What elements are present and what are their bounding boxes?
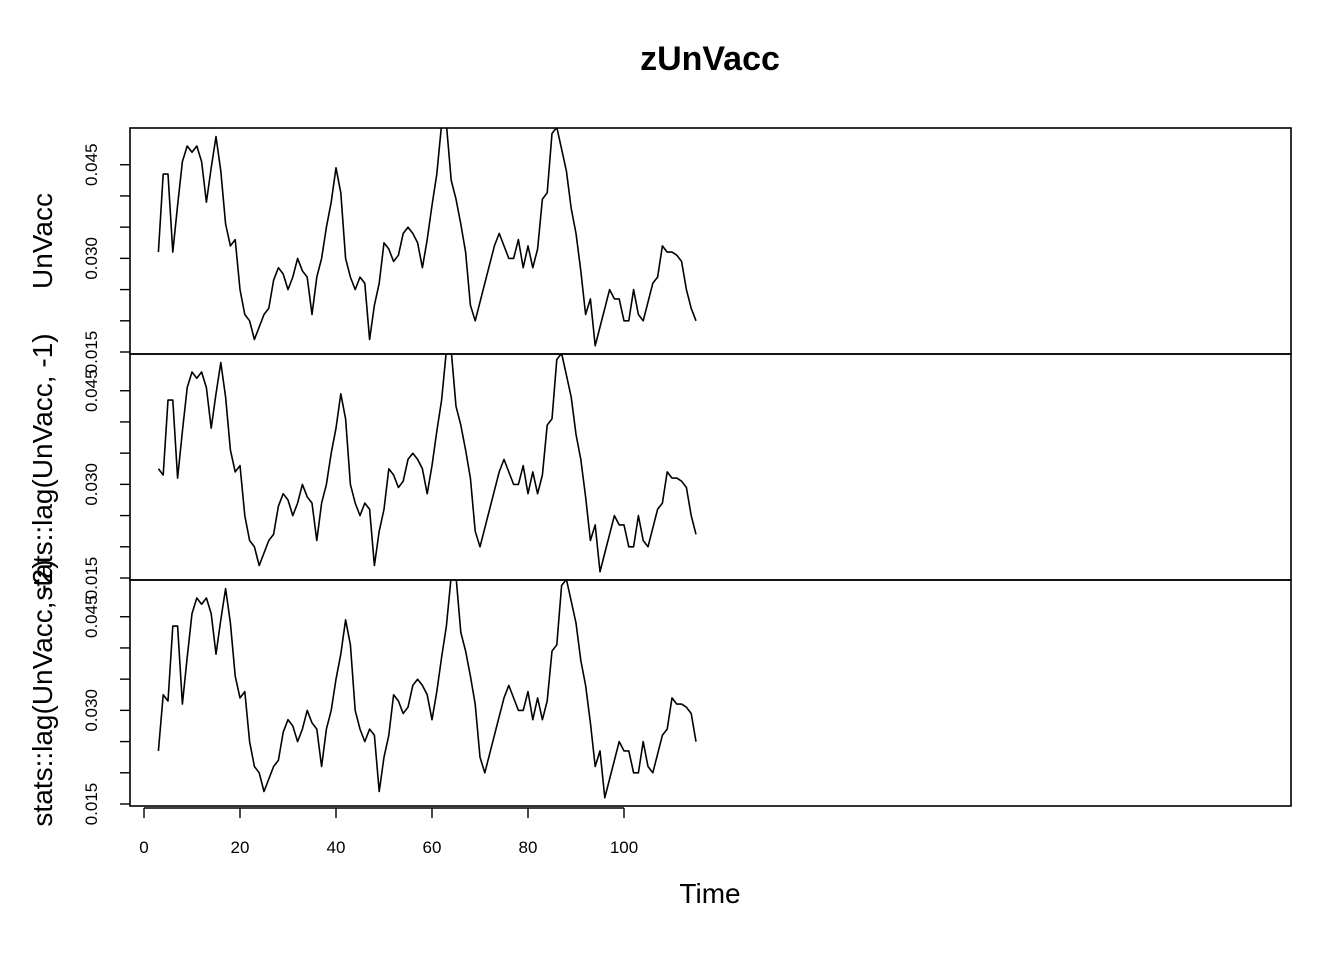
x-tick-label: 100 xyxy=(610,838,638,857)
y-tick-label: 0.015 xyxy=(82,783,101,826)
y-tick-label: 0.030 xyxy=(82,463,101,506)
y-axis-label: UnVacc xyxy=(27,193,58,289)
y-tick-label: 0.045 xyxy=(82,143,101,186)
y-tick-label: 0.030 xyxy=(82,237,101,280)
y-tick-label: 0.045 xyxy=(82,369,101,412)
panel-1: 0.015 0.030 0.045 UnVacc xyxy=(27,127,1292,374)
x-tick-label: 40 xyxy=(327,838,346,857)
y-tick-label: 0.030 xyxy=(82,689,101,732)
x-tick-label: 60 xyxy=(423,838,442,857)
panel-frame xyxy=(129,127,1292,355)
panels: 0.015 0.030 0.045 UnVacc 0.015 0.030 0.045 stat… xyxy=(27,127,1292,827)
x-axis: 0 20 40 60 80 100 xyxy=(139,807,638,857)
y-tick-label: 0.045 xyxy=(82,595,101,638)
y-tick-label: 0.015 xyxy=(82,557,101,600)
x-tick-label: 0 xyxy=(139,838,148,857)
series-line xyxy=(157,128,697,347)
y-axis-label: stats::lag(UnVacc, -1) xyxy=(27,333,58,600)
y-tick-label: 0.015 xyxy=(82,331,101,374)
panel-frame xyxy=(129,353,1292,581)
chart-title: zUnVacc xyxy=(640,40,780,78)
x-tick-label: 80 xyxy=(519,838,538,857)
series-line xyxy=(157,580,697,799)
x-tick-label: 20 xyxy=(231,838,250,857)
x-axis-label: Time xyxy=(679,878,740,909)
panel-frame xyxy=(129,579,1292,807)
series-line xyxy=(157,354,697,573)
y-axis-label: stats::lag(UnVacc, -2) xyxy=(27,559,58,826)
